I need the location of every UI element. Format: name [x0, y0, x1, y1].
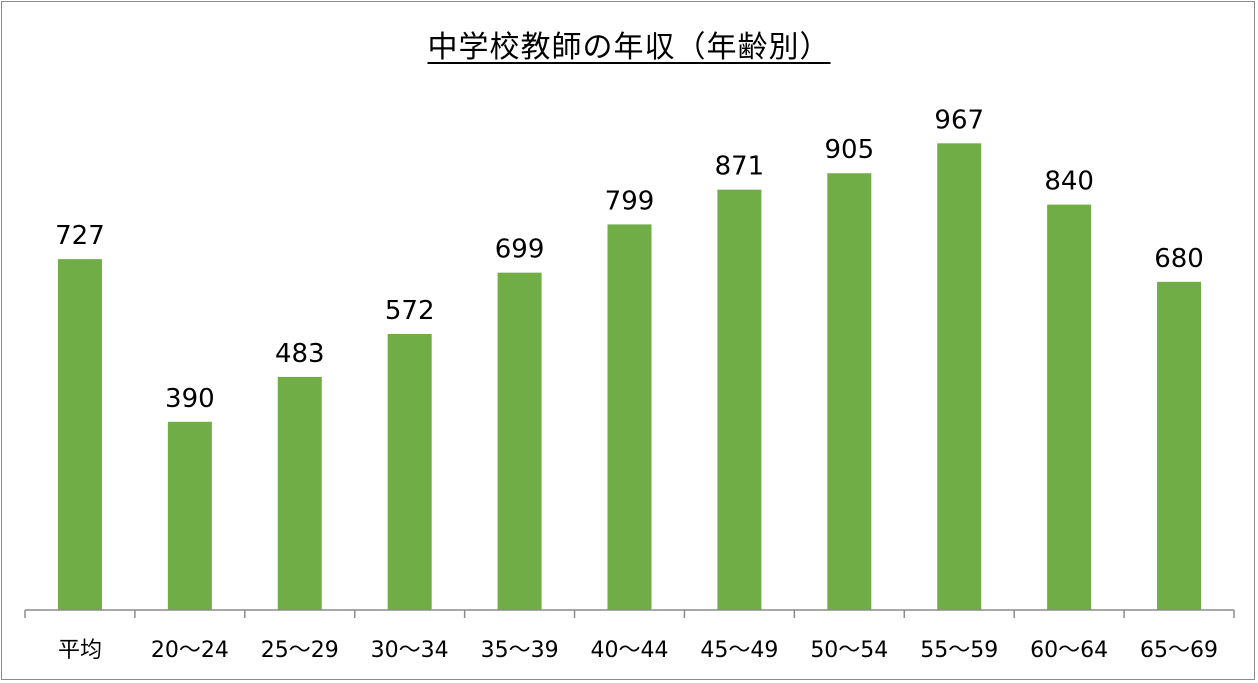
- tick-labels-group: 平均 20～24 25～29 30～34 35～39 40～44 45～49 50～54 55～…: [58, 638, 1218, 663]
- bar: [607, 224, 652, 611]
- bar: [937, 143, 982, 611]
- bar: [1157, 281, 1202, 610]
- x-tick-label: 45～49: [700, 638, 778, 663]
- x-axis: [24, 609, 1235, 618]
- x-tick-label: 20～24: [151, 638, 229, 663]
- bar: [497, 272, 542, 610]
- bar: [57, 259, 102, 610]
- data-label: 727: [55, 221, 105, 251]
- bar: [167, 421, 212, 610]
- x-tick-label: 40～44: [591, 638, 669, 663]
- x-tick-label: 60～64: [1030, 638, 1108, 663]
- bar: [277, 376, 322, 610]
- bars-group: [57, 143, 1202, 611]
- x-tick-label: 平均: [58, 638, 102, 663]
- data-label: 572: [385, 296, 435, 326]
- data-label: 699: [495, 235, 545, 265]
- x-tick-label: 35～39: [481, 638, 559, 663]
- bar: [717, 189, 762, 610]
- chart-title: 中学校教師の年収（年齢別）: [427, 30, 831, 65]
- x-tick-label: 55～59: [920, 638, 998, 663]
- x-tick-label: 65～69: [1140, 638, 1218, 663]
- x-tick-label: 30～34: [371, 638, 449, 663]
- value-labels-group: 727 390 483 572 699 799 871 905 967 840 680: [55, 105, 1204, 413]
- data-label: 799: [605, 186, 655, 216]
- data-label: 871: [715, 152, 765, 182]
- data-label: 483: [275, 339, 325, 369]
- bar: [387, 333, 432, 610]
- bar: [827, 173, 872, 610]
- x-tick-label: 50～54: [810, 638, 888, 663]
- x-tick-label: 25～29: [261, 638, 339, 663]
- bar: [1047, 204, 1092, 610]
- data-label: 390: [165, 384, 215, 414]
- data-label: 680: [1154, 244, 1204, 274]
- data-label: 905: [824, 135, 874, 165]
- data-label: 967: [934, 105, 984, 135]
- data-label: 840: [1044, 167, 1094, 197]
